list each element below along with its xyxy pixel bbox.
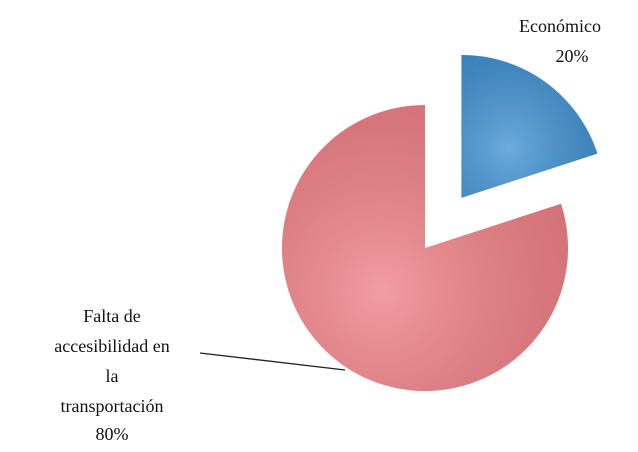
label-line: accesibilidad en — [54, 336, 169, 356]
label-line: transportación — [61, 396, 164, 416]
label-line: Falta de — [83, 306, 140, 326]
slice-shade — [461, 54, 598, 198]
slice-label: Falta de accesibilidad en la transportación — [54, 306, 169, 416]
slice-value: 80% — [96, 424, 129, 444]
slice-shade — [282, 105, 569, 391]
label-line: la — [106, 366, 119, 386]
slice-label: Económico — [519, 16, 601, 36]
leader-line — [199, 352, 346, 371]
slice-value: 20% — [556, 46, 589, 66]
